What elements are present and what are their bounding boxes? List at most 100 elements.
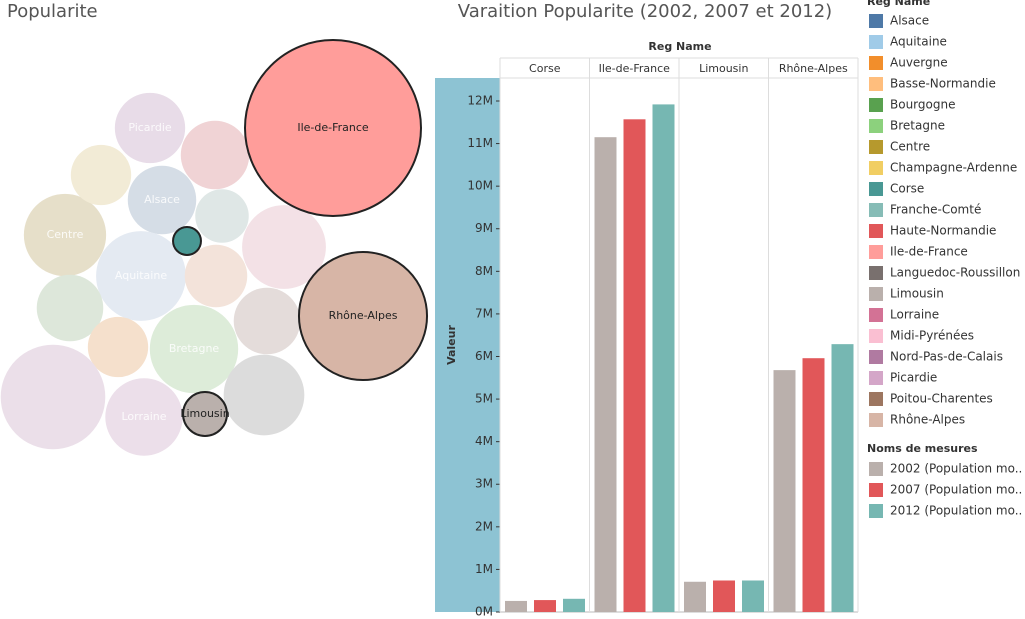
legend-label: Centre — [890, 140, 930, 154]
bubble-title: Popularite — [7, 1, 98, 22]
legend-swatch — [869, 245, 883, 259]
legend-label: Poitou-Charentes — [890, 392, 993, 406]
legend-swatch — [869, 287, 883, 301]
facet-header: Reg Name — [648, 40, 711, 53]
bubble-label: Rhône-Alpes — [329, 309, 398, 322]
bubble — [87, 316, 149, 378]
bubble — [223, 354, 305, 436]
legend-label: Champagne-Ardenne — [890, 161, 1017, 175]
legend-label: Languedoc-Roussillon — [890, 266, 1020, 280]
legend-swatch — [869, 413, 883, 427]
legend-swatch — [869, 56, 883, 70]
legend-swatch — [869, 504, 883, 518]
legend-label: Rhône-Alpes — [890, 413, 965, 427]
legend-label: Aquitaine — [890, 35, 947, 49]
legend-swatch — [869, 14, 883, 28]
legend-label: Haute-Normandie — [890, 224, 996, 238]
bar — [831, 344, 854, 612]
axis-highlight — [435, 78, 500, 612]
bar — [505, 600, 527, 612]
bubble-label: Bretagne — [169, 342, 220, 355]
legend-label: Limousin — [890, 287, 944, 301]
legend-swatch — [869, 329, 883, 343]
y-tick-label: 9M — [475, 221, 493, 235]
legend-label: Nord-Pas-de-Calais — [890, 350, 1003, 364]
bar — [534, 600, 556, 612]
y-tick-label: 3M — [475, 477, 493, 491]
bubble — [0, 344, 106, 450]
legend-label: Corse — [890, 182, 924, 196]
bubble — [233, 287, 301, 355]
legend-swatch — [869, 392, 883, 406]
bubble — [182, 391, 228, 437]
bar — [652, 104, 675, 612]
bubble-label: Lorraine — [121, 410, 166, 423]
bubble — [172, 226, 202, 256]
legend-swatch — [869, 350, 883, 364]
facet-label: Rhône-Alpes — [779, 62, 848, 75]
bubble-label: Ile-de-France — [297, 121, 369, 134]
bubble — [242, 205, 326, 289]
facet-label: Corse — [529, 62, 561, 75]
bubble — [96, 231, 186, 321]
y-tick-label: 5M — [475, 392, 493, 406]
bar — [684, 581, 706, 612]
legend-swatch — [869, 462, 883, 476]
legend-swatch — [869, 371, 883, 385]
legend-label: Ile-de-France — [890, 245, 968, 259]
legend-swatch — [869, 98, 883, 112]
bar — [742, 580, 764, 612]
y-tick-label: 10M — [467, 179, 493, 193]
y-tick-label: 8M — [475, 264, 493, 278]
y-tick-label: 6M — [475, 349, 493, 363]
bubble — [127, 165, 197, 235]
legend-label: Lorraine — [890, 308, 939, 322]
y-tick-label: 2M — [475, 519, 493, 533]
bubble-label: Alsace — [144, 193, 180, 206]
y-tick-label: 4M — [475, 434, 493, 448]
legend-label: Franche-Comté — [890, 203, 981, 217]
legend-swatch — [869, 266, 883, 280]
y-tick-label: 12M — [467, 93, 493, 107]
bubble — [184, 244, 248, 308]
bar — [594, 137, 617, 612]
legend-swatch — [869, 119, 883, 133]
facet-label: Ile-de-France — [599, 62, 671, 75]
legend-label: Alsace — [890, 14, 929, 28]
legend-title: Reg Name — [867, 0, 930, 8]
y-tick-label: 1M — [475, 562, 493, 576]
bubble — [195, 189, 249, 243]
bubble — [149, 304, 239, 394]
bubble — [180, 120, 250, 190]
bubble — [23, 193, 107, 277]
bubble — [105, 378, 183, 456]
legend-swatch — [869, 77, 883, 91]
y-tick-label: 0M — [475, 605, 493, 619]
facet-label: Limousin — [699, 62, 748, 75]
bubble-label: Picardie — [128, 121, 172, 134]
legend-label: 2012 (Population mo.. — [890, 504, 1022, 518]
bubble — [70, 144, 132, 206]
legend-swatch — [869, 224, 883, 238]
legend-label: 2002 (Population mo.. — [890, 462, 1022, 476]
legend-swatch — [869, 483, 883, 497]
bar — [623, 119, 646, 613]
legend-swatch — [869, 203, 883, 217]
y-tick-label: 7M — [475, 306, 493, 320]
bar — [563, 598, 585, 612]
legend-label: Bretagne — [890, 119, 945, 133]
legend-swatch — [869, 182, 883, 196]
y-axis-label: Valeur — [445, 325, 458, 365]
legend-swatch — [869, 308, 883, 322]
bubble — [244, 39, 422, 217]
bar — [773, 370, 796, 612]
legend-label: Auvergne — [890, 56, 948, 70]
legend-swatch — [869, 140, 883, 154]
y-tick-label: 11M — [467, 136, 493, 150]
bubble — [36, 274, 104, 342]
bubble — [297, 250, 429, 382]
bubble-label: Limousin — [180, 407, 229, 420]
legend-label: 2007 (Population mo.. — [890, 483, 1022, 497]
bar — [802, 358, 825, 612]
